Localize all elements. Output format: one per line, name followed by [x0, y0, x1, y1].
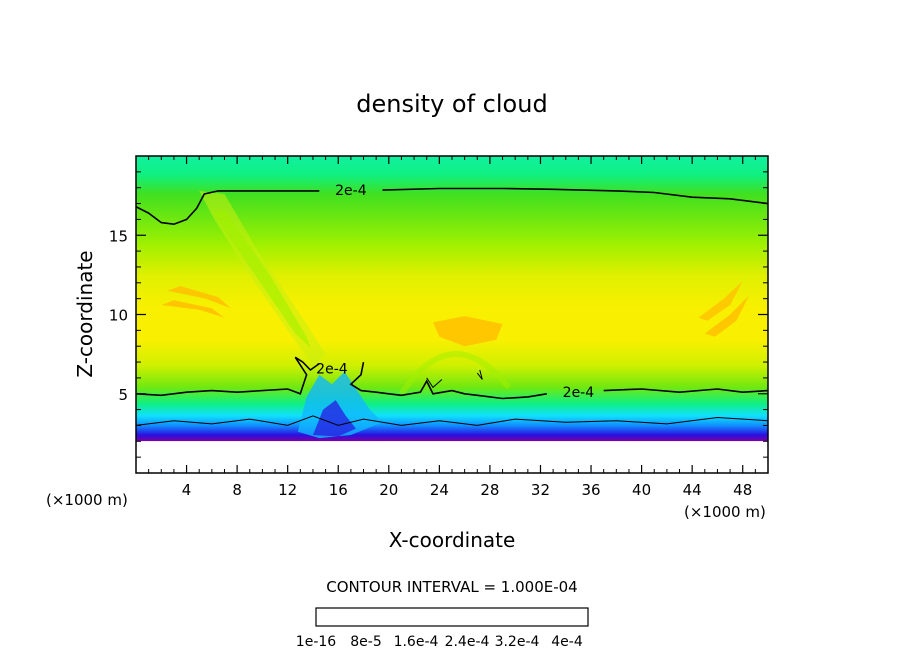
colorbar-tick-label: 2.4e-4 [445, 634, 490, 650]
x-tick-label: 28 [480, 481, 499, 499]
x-tick-label: 36 [581, 481, 600, 499]
high-density-streak-right-1 [704, 295, 749, 337]
density-field [136, 156, 768, 473]
y-axis-label: Z-coordinate [73, 250, 97, 377]
y-tick-label: 10 [109, 307, 128, 325]
contour-upper-left [136, 190, 320, 226]
colorbar-labels: 1e-16 8e-5 1.6e-4 2.4e-4 3.2e-4 4e-4 [296, 634, 583, 650]
x-tick-label: 16 [329, 481, 348, 499]
x-tick-label: 4 [182, 481, 192, 499]
contour-lower-middle [349, 361, 547, 400]
plume-streak [211, 209, 311, 348]
x-tick-label: 40 [632, 481, 651, 499]
colorbar-tick-label: 8e-5 [350, 634, 381, 650]
x-axis-label: X-coordinate [389, 528, 516, 552]
x-tick-label: 20 [379, 481, 398, 499]
contour-lower-left [136, 356, 320, 397]
convective-core-deep [313, 400, 356, 437]
high-density-streak-left-2 [167, 286, 231, 309]
plot-area: 2e-4 2e-4 2e-4 [136, 156, 768, 473]
y-tick-label: 15 [109, 227, 128, 245]
x-tick-label: 44 [683, 481, 702, 499]
high-density-streak-left-1 [161, 300, 225, 318]
colorbar [315, 607, 589, 627]
contour-lower-right [603, 388, 768, 394]
x-tick-label: 48 [733, 481, 752, 499]
y-axis-ticks: 5 10 15 [109, 171, 768, 458]
y-tick-label: 5 [118, 386, 128, 404]
contour-lines: 2e-4 2e-4 2e-4 [136, 183, 768, 426]
dome-feature [398, 351, 512, 396]
contour-tiny-cell [476, 369, 483, 380]
contour-upper-right [382, 187, 768, 205]
colorbar-tick-label: 1.6e-4 [394, 634, 439, 650]
contour-label: 2e-4 [316, 361, 348, 377]
contour-label: 2e-4 [563, 385, 595, 401]
colorbar-frame [315, 607, 589, 627]
contour-interval-text: CONTOUR INTERVAL = 1.000E-04 [326, 578, 577, 596]
x-tick-label: 12 [278, 481, 297, 499]
x-tick-label: 8 [232, 481, 242, 499]
contour-low-level [136, 415, 768, 426]
field-features [161, 190, 749, 439]
x-unit-right: (×1000 m) [684, 503, 766, 521]
colorbar-tick-label: 3.2e-4 [495, 634, 540, 650]
contour-label: 2e-4 [335, 183, 367, 199]
contour-small-cell [426, 377, 443, 389]
high-density-patch-center [433, 316, 503, 347]
chart-title: density of cloud [356, 90, 547, 118]
colorbar-tick-label: 4e-4 [551, 634, 583, 650]
x-axis-ticks: 4 8 12 16 20 24 28 32 36 40 44 48 [148, 156, 756, 499]
x-tick-label: 24 [430, 481, 449, 499]
colorbar-tick-label: 1e-16 [296, 634, 336, 650]
high-density-streak-right-2 [698, 281, 743, 321]
x-tick-label: 32 [531, 481, 550, 499]
x-unit-left: (×1000 m) [46, 491, 128, 509]
